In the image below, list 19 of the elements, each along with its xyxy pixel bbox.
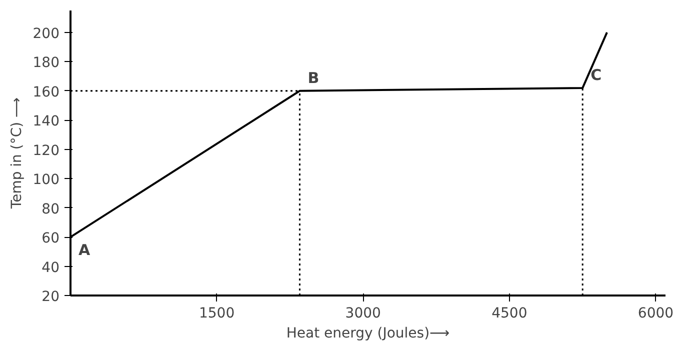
y-tick-label: 140: [32, 114, 60, 130]
y-tick-label: 60: [42, 230, 60, 247]
x-axis-title: Heat energy (Joules)⟶: [286, 326, 450, 342]
x-tick-label: 4500: [492, 306, 528, 322]
y-tick-label: 160: [32, 84, 60, 100]
y-tick-label: 100: [32, 172, 60, 188]
y-tick-label: 180: [32, 55, 60, 72]
y-tick-label: 120: [32, 142, 60, 159]
annotation: A: [78, 241, 90, 260]
y-axis-title: Temp in (°C) ⟶: [8, 97, 25, 210]
y-tick-label: 80: [42, 201, 60, 218]
y-tick-label: 200: [32, 26, 60, 42]
x-tick-label: 6000: [638, 306, 674, 322]
y-tick-label: 40: [42, 260, 60, 276]
x-tick-label: 3000: [345, 306, 381, 322]
x-tick-label: 1500: [198, 306, 235, 322]
annotation: C: [590, 66, 602, 84]
annotation: B: [308, 68, 320, 87]
y-tick-label: 20: [42, 289, 60, 305]
